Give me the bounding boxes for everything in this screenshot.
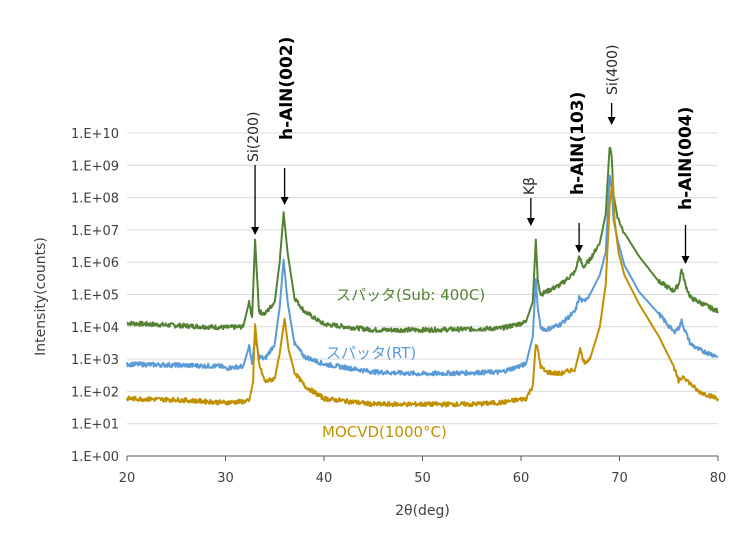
x-axis-title: 2θ(deg) [395,503,450,519]
series-label: スパッタ(RT) [326,344,416,362]
x-tick-label: 70 [611,471,628,486]
peak-annotations: Si(200) h-AlN(002) Kβ h-AlN(103) Si(400) h-Al… [246,37,696,264]
series-label: MOCVD(1000°C) [322,423,447,441]
annotation-arrow-head [607,117,616,125]
y-tick-label: 1.E+01 [71,418,119,433]
y-tick-label: 1.E+07 [71,224,119,239]
y-tick-label: 1.E+06 [71,256,119,271]
series-label: スパッタ(Sub: 400C) [336,286,485,304]
peak-annotation-label: Si(200) [246,112,262,162]
y-tick-label: 1.E+04 [71,321,119,336]
series-line-1 [126,174,719,377]
y-tick-labels: 1.E+00 1.E+01 1.E+02 1.E+03 1.E+04 1.E+05 1.E+… [71,127,119,465]
peak-annotation-label: Si(400) [605,45,621,95]
x-tick-label: 30 [217,471,234,486]
x-tick-label: 80 [710,471,727,486]
y-tick-label: 1.E+05 [71,289,119,304]
x-tick-label: 20 [119,471,136,486]
y-axis-title: Intensity(counts) [33,237,49,356]
annotation-arrow-head [681,256,690,264]
peak-annotation-label: h-AlN(002) [277,37,297,140]
annotation-arrow-head [575,245,584,253]
annotation-arrow-head [251,227,260,235]
peak-annotation-label: Kβ [522,177,538,195]
x-tick-label: 60 [513,471,530,486]
y-tick-label: 1.E+03 [71,353,119,368]
series-line-0 [126,146,719,334]
y-tick-label: 1.E+00 [71,450,119,465]
x-tick-label: 50 [414,471,431,486]
y-tick-label: 1.E+08 [71,192,119,207]
annotation-arrow-head [280,197,289,205]
peak-annotation-label: h-AlN(103) [568,92,588,195]
x-tick-label: 40 [316,471,333,486]
y-tick-label: 1.E+02 [71,385,119,400]
series-line-2 [126,177,719,408]
series-lines [126,146,719,408]
x-tick-labels: 20 30 40 50 60 70 80 [119,471,727,486]
y-tick-label: 1.E+09 [71,159,119,174]
annotation-arrow-head [526,218,535,226]
axes [126,455,719,461]
y-tick-label: 1.E+10 [71,127,119,142]
gridlines [127,132,718,425]
peak-annotation-label: h-AlN(004) [676,107,696,210]
series-labels: スパッタ(Sub: 400C) スパッタ(RT) MOCVD(1000°C) [322,286,485,441]
